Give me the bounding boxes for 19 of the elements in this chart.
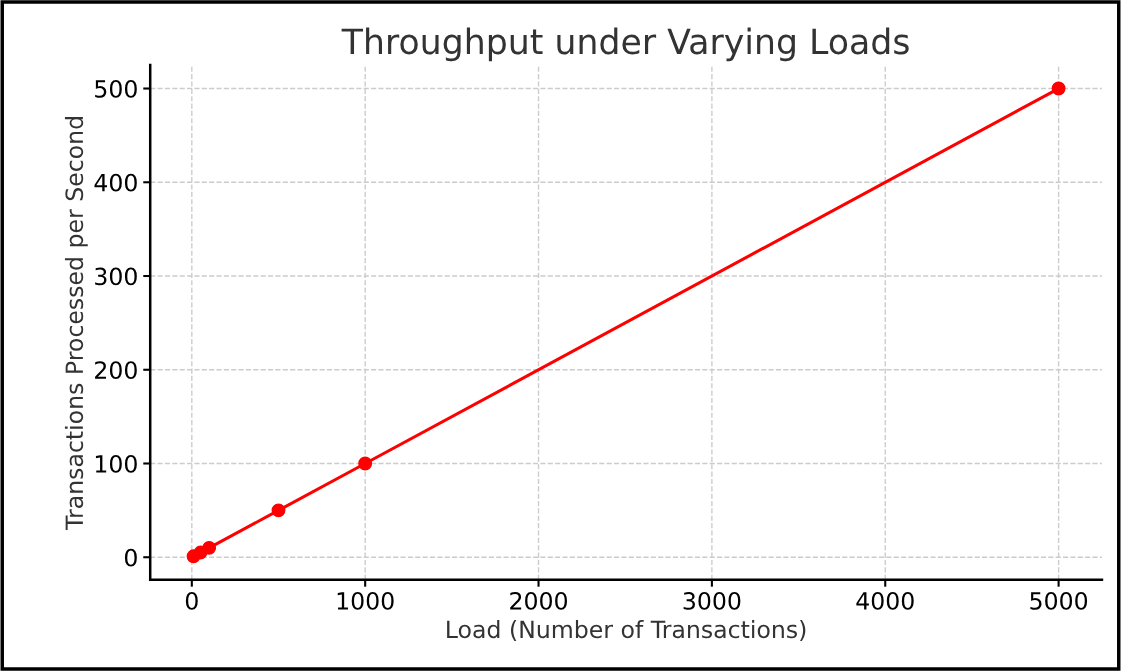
y-tick-label: 400	[94, 173, 137, 192]
point	[358, 456, 373, 471]
y-tick-label: 0	[124, 548, 137, 567]
y-axis-title: Transactions Processed per Second	[64, 117, 88, 531]
point	[202, 540, 217, 555]
x-tick-label: 1000	[337, 591, 394, 610]
chart-title: Throughput under Varying Loads	[341, 27, 909, 62]
x-tick-label: 4000	[856, 591, 914, 610]
y-tick-label: 100	[95, 454, 137, 473]
x-tick-label: 3000	[683, 591, 741, 610]
x-axis-title: Load (Number of Transactions)	[447, 619, 806, 642]
x-tick-label: 5000	[1030, 591, 1088, 610]
point	[271, 503, 286, 518]
y-tick-label: 500	[95, 79, 137, 98]
x-tick-label: 2000	[510, 591, 568, 610]
x-tick-label: 0	[185, 591, 198, 610]
y-tick-label: 200	[95, 361, 137, 380]
point	[1051, 81, 1066, 96]
y-tick-label: 300	[95, 267, 137, 286]
